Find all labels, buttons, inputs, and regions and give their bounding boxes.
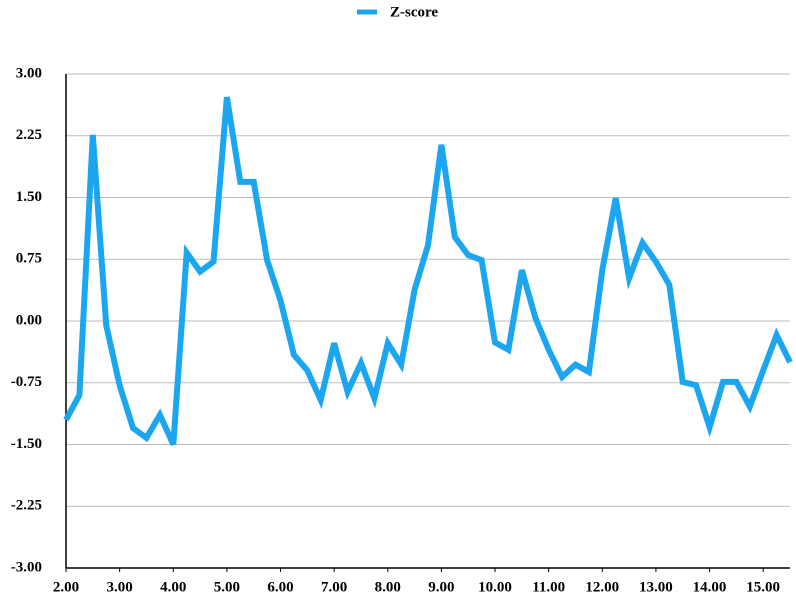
x-tick-label: 5.00 (214, 579, 240, 595)
x-tick-label: 7.00 (321, 579, 347, 595)
x-tick-label: 12.00 (585, 579, 619, 595)
x-tick-label: 9.00 (428, 579, 454, 595)
y-tick-label: 0.00 (16, 312, 42, 328)
x-tick-label: 11.00 (532, 579, 565, 595)
y-tick-label: 0.75 (16, 251, 42, 267)
data-line (63, 96, 793, 446)
legend-label: Z-score (390, 4, 438, 20)
y-tick-label: -2.25 (11, 498, 42, 514)
y-tick-label: 2.25 (16, 127, 42, 143)
x-tick-label: 10.00 (478, 579, 512, 595)
x-tick-label: 3.00 (107, 579, 133, 595)
y-tick-label: -0.75 (11, 374, 42, 390)
x-tick-label: 4.00 (160, 579, 186, 595)
y-tick-label: 1.50 (16, 189, 42, 205)
x-tick-label: 13.00 (639, 579, 673, 595)
x-tick-label: 2.00 (53, 579, 79, 595)
y-tick-label: 3.00 (16, 65, 42, 81)
y-tick-label: -3.00 (11, 559, 42, 575)
y-tick-label: -1.50 (11, 436, 42, 452)
x-tick-label: 8.00 (375, 579, 401, 595)
x-tick-label: 6.00 (267, 579, 293, 595)
x-tick-label: 14.00 (693, 579, 727, 595)
x-tick-label: 15.00 (746, 579, 780, 595)
